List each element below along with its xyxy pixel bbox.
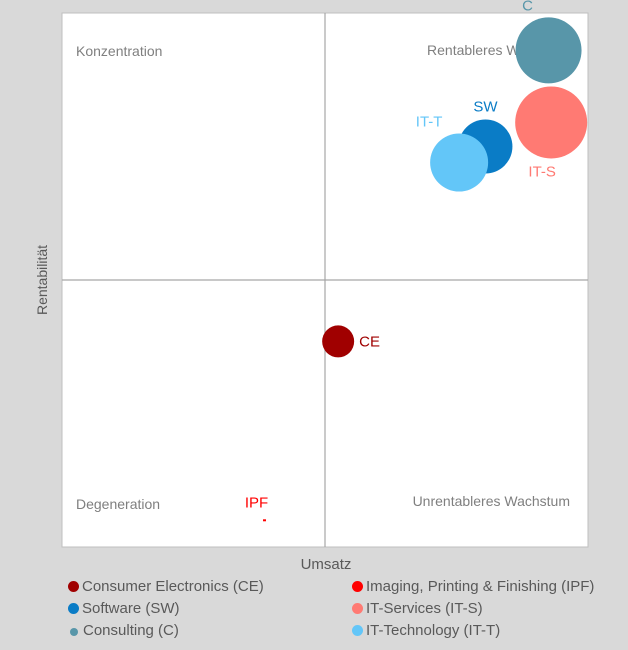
legend-marker-itt [352,625,363,636]
legend-item-itt: IT-Technology (IT-T) [352,622,500,639]
bubble-labels-layer: CE IPF IT-S C SW IT-T [245,0,556,511]
quadrant-label-bottom-right: Unrentableres Wachstum [413,493,570,509]
legend-item-ce: Consumer Electronics (CE) [68,578,264,595]
bubble-label-ce: CE [359,333,380,350]
bubble-c [515,17,582,84]
bubble-itt [430,133,489,192]
quadrant-label-bottom-left: Degeneration [76,496,160,512]
bubble-label-its: IT-S [528,163,556,180]
legend-item-c: Consulting (C) [68,622,179,639]
bubble-ipf [263,519,267,522]
bubble-label-ipf: IPF [245,494,268,511]
legend-marker-its [352,603,363,614]
legend-marker-ce [68,581,79,592]
legend-item-sw: Software (SW) [68,600,180,617]
quadrant-label-top-left: Konzentration [76,43,162,59]
bubbles-layer [263,17,588,522]
legend-marker-sw [68,603,79,614]
legend-label-ipf: Imaging, Printing & Finishing (IPF) [366,578,595,595]
legend-label-c: Consulting (C) [83,622,179,639]
bubble-label-sw: SW [473,99,498,116]
bubble-label-c: C [522,0,533,14]
legend-label-itt: IT-Technology (IT-T) [366,622,501,639]
legend-marker-ipf [352,581,363,592]
legend-item-ipf: Imaging, Printing & Finishing (IPF) [352,578,594,595]
legend-marker-c [70,628,78,636]
bubble-ce [322,325,355,358]
y-axis-label: Rentabilität [34,244,50,316]
x-axis-label: Umsatz [300,556,352,573]
legend-item-its: IT-Services (IT-S) [352,600,483,617]
legend-label-ce: Consumer Electronics (CE) [82,578,264,595]
bubble-its [515,86,588,159]
bubble-label-itt: IT-T [416,114,443,131]
legend-label-sw: Software (SW) [82,600,180,617]
legend-label-its: IT-Services (IT-S) [366,600,483,617]
